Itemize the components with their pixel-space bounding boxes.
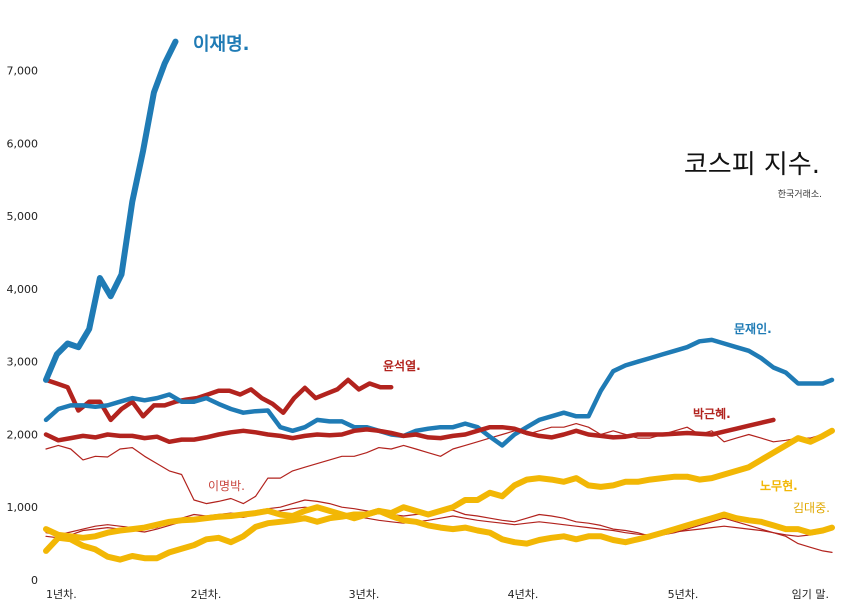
x-tick-label: 4년차. (508, 588, 539, 601)
y-tick-label: 0 (31, 574, 38, 587)
series-label: 김대중. (793, 501, 830, 515)
x-tick-label: 임기 말. (792, 588, 829, 601)
series-line-2 (43, 337, 835, 448)
x-tick-label: 2년차. (191, 588, 222, 601)
series-lines (43, 38, 835, 563)
series-label: 이재명. (193, 34, 250, 55)
series-label: 문재인. (734, 321, 772, 336)
y-tick-label: 3,000 (7, 356, 39, 369)
series-line-1 (43, 377, 394, 423)
y-tick-label: 1,000 (7, 501, 39, 514)
y-tick-label: 2,000 (7, 428, 39, 441)
y-tick-label: 4,000 (7, 283, 39, 296)
series-label: 이명박. (208, 479, 245, 493)
series-line-4 (45, 423, 824, 505)
y-tick-label: 6,000 (7, 137, 39, 150)
x-axis: 1년차. 2년차. 3년차. 4년차. 5년차. 임기 말. (46, 588, 829, 601)
y-tick-label: 7,000 (7, 65, 39, 78)
series-label: 박근혜. (693, 406, 731, 421)
series-line-0 (43, 38, 179, 383)
series-line-6 (43, 504, 835, 547)
series-line-5 (43, 427, 835, 563)
x-tick-label: 1년차. (46, 588, 77, 601)
y-tick-label: 5,000 (7, 210, 39, 223)
series-label: 노무현. (760, 478, 798, 493)
series-labels: 이재명. 윤석열. 문재인. 박근혜. 이명박. 노무현. 김대중. (193, 34, 830, 515)
x-tick-label: 3년차. (349, 588, 380, 601)
x-tick-label: 5년차. (668, 588, 699, 601)
chart-subtitle: 한국거래소. (778, 189, 822, 200)
series-label: 윤석열. (383, 358, 421, 373)
y-axis: 0 1,000 2,000 3,000 4,000 5,000 6,000 7,000 (7, 65, 39, 587)
chart-title: 코스피 지수. (684, 150, 820, 180)
series-line-3 (43, 417, 776, 445)
